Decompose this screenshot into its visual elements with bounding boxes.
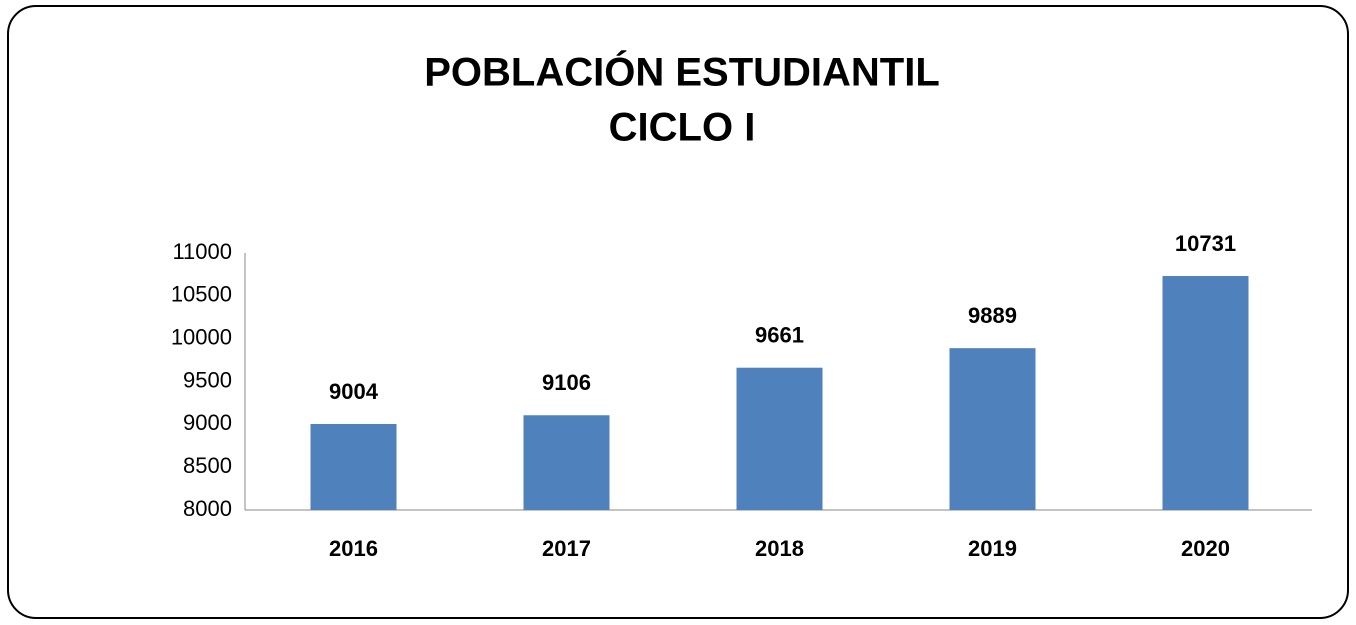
- y-tick-label: 9000: [183, 410, 232, 435]
- bar: [949, 348, 1036, 510]
- value-label: 10731: [1175, 231, 1236, 256]
- chart-subtitle: CICLO I: [609, 106, 756, 150]
- bar: [523, 415, 610, 510]
- y-tick-label: 10000: [171, 324, 232, 349]
- x-tick-label: 2019: [968, 536, 1017, 561]
- value-label: 9004: [329, 379, 379, 404]
- x-tick-label: 2018: [755, 536, 804, 561]
- y-tick-label: 10500: [171, 282, 232, 307]
- x-tick-label: 2017: [542, 536, 591, 561]
- x-tick-label: 2020: [1181, 536, 1230, 561]
- y-tick-label: 9500: [183, 367, 232, 392]
- value-label: 9106: [542, 370, 591, 395]
- value-label: 9889: [968, 303, 1017, 328]
- bar: [736, 367, 823, 510]
- y-tick-label: 8000: [183, 496, 232, 521]
- bar: [1162, 276, 1249, 510]
- value-label: 9661: [755, 323, 804, 348]
- y-tick-label: 8500: [183, 453, 232, 478]
- bar: [310, 423, 397, 510]
- chart-frame: [7, 5, 1349, 619]
- y-tick-label: 11000: [172, 239, 232, 264]
- chart-title: POBLACIÓN ESTUDIANTIL: [424, 49, 940, 95]
- x-tick-label: 2016: [329, 536, 378, 561]
